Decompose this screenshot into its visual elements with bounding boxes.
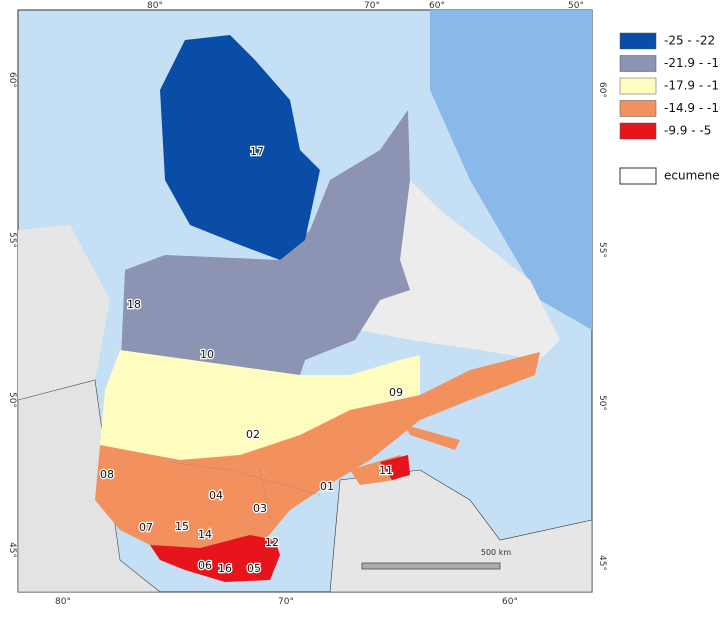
region-label: 01 — [320, 480, 334, 493]
region-label: 04 — [209, 489, 223, 502]
graticule-label: 60° — [429, 1, 445, 11]
legend-label: ecumene — [664, 169, 720, 183]
legend-swatch — [619, 55, 657, 72]
legend-label: -9.9 - -5 — [664, 124, 711, 138]
zone-polygon — [120, 110, 410, 380]
scale-label: 500 km — [481, 548, 511, 557]
zone-polygon — [160, 35, 320, 260]
legend-label: -21.9 - -18 — [664, 56, 720, 70]
graticule-label: 70° — [278, 597, 294, 607]
zone-polygon — [405, 425, 460, 450]
graticule-label: 45° — [7, 542, 17, 558]
graticule-label: 55° — [597, 242, 607, 258]
graticule-label: 80° — [55, 597, 71, 607]
legend-swatch — [619, 167, 657, 185]
graticule-label: 45° — [597, 555, 607, 571]
legend-label: -17.9 - -15 — [664, 79, 720, 93]
region-label: 08 — [100, 468, 114, 481]
graticule-label: 50° — [568, 1, 584, 11]
region-label: 02 — [246, 428, 260, 441]
graticule-label: 60° — [7, 72, 17, 88]
zone-polygon — [380, 455, 410, 480]
region-label: 14 — [198, 528, 212, 541]
legend-swatch — [619, 100, 657, 117]
region-label: 05 — [247, 562, 261, 575]
legend-swatch — [619, 32, 657, 50]
region-label: 09 — [389, 386, 403, 399]
graticule-label: 60° — [502, 597, 518, 607]
zone-polygon — [95, 352, 540, 550]
region-label: 06 — [198, 559, 212, 572]
land-west — [17, 379, 161, 593]
region-label: 11 — [379, 464, 393, 477]
region-label: 10 — [200, 348, 214, 361]
deep-sea — [430, 10, 592, 330]
zone-polygon — [150, 535, 280, 582]
graticule-label: 70° — [364, 1, 380, 11]
graticule-label: 55° — [7, 232, 17, 248]
graticule-label: 50° — [7, 392, 17, 408]
region-label: 12 — [265, 536, 279, 549]
legend-label: -14.9 - -10 — [664, 101, 720, 115]
scale-bar — [361, 562, 501, 570]
graticule-label: 60° — [597, 82, 607, 98]
region-label: 17 — [250, 145, 264, 158]
zone-polygon — [100, 350, 420, 460]
legend-label: -25 - -22 — [664, 34, 715, 48]
legend-swatch — [619, 122, 657, 140]
region-label: 03 — [253, 502, 267, 515]
region-border — [169, 461, 321, 521]
region-label: 16 — [218, 562, 232, 575]
graticule-label: 80° — [147, 1, 163, 11]
land-south — [329, 469, 593, 593]
region-label: 18 — [127, 298, 141, 311]
legend-swatch — [619, 77, 657, 95]
region-label: 15 — [175, 520, 189, 533]
ontario-land — [18, 225, 110, 400]
region-label: 07 — [139, 521, 153, 534]
graticule-label: 50° — [597, 395, 607, 411]
